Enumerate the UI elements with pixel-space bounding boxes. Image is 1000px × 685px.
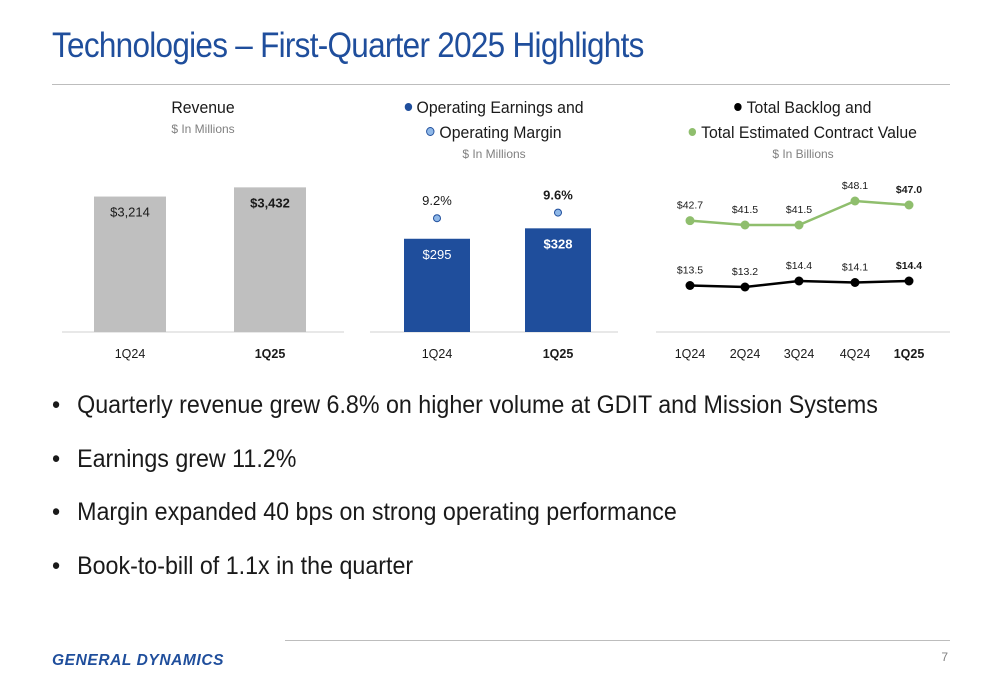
contract-value-value-label: $41.5 <box>786 204 812 216</box>
backlog-x-tick-label: 2Q24 <box>730 347 761 361</box>
page-title: Technologies – First-Quarter 2025 Highli… <box>52 26 644 65</box>
backlog-title-line-2: Total Estimated Contract Value <box>666 120 939 145</box>
revenue-chart-subtitle: $ In Millions <box>171 122 235 136</box>
revenue-chart: Revenue $ In Millions $3,214 1Q24 $3,432 1Q… <box>62 95 344 380</box>
company-logo: GENERAL DYNAMICS <box>52 652 225 669</box>
contract-value-legend-marker <box>689 128 697 136</box>
operating-margin-point <box>554 208 562 217</box>
revenue-chart-header: Revenue $ In Millions <box>62 95 344 138</box>
contract-value-title-text: Total Estimated Contract Value <box>701 123 917 142</box>
highlight-bullet: Margin expanded 40 bps on strong operati… <box>52 497 878 527</box>
backlog-chart-plot: $42.7 $41.5 $41.5 $48.1 $47.0 $13.5 $13.2 $14.4… <box>656 180 950 361</box>
highlights-list: Quarterly revenue grew 6.8% on higher vo… <box>52 390 940 604</box>
contract-value-point <box>794 220 804 230</box>
total-backlog-title-text: Total Backlog and <box>746 98 872 117</box>
page-number: 7 <box>941 650 948 664</box>
backlog-title-line-1: Total Backlog and <box>666 95 939 120</box>
backlog-point <box>685 281 695 290</box>
contract-value-value-label: $41.5 <box>732 204 758 216</box>
backlog-x-tick-label: 4Q24 <box>840 347 871 361</box>
highlight-bullet: Quarterly revenue grew 6.8% on higher vo… <box>52 390 878 420</box>
earnings-x-tick-label: 1Q25 <box>543 347 574 361</box>
backlog-point <box>740 282 750 292</box>
revenue-x-tick-label: 1Q24 <box>115 347 146 361</box>
operating-earnings-chart: Operating Earnings and Operating Margin … <box>370 95 618 380</box>
backlog-value-label: $13.5 <box>677 265 703 277</box>
highlight-bullet: Earnings grew 11.2% <box>52 444 878 474</box>
operating-margin-title-text: Operating Margin <box>439 123 562 142</box>
operating-earnings-bar <box>525 228 591 332</box>
operating-margin-legend-marker <box>426 127 435 136</box>
backlog-chart: Total Backlog and Total Estimated Contra… <box>656 95 950 380</box>
revenue-chart-title: Revenue <box>171 98 235 117</box>
contract-value-point <box>685 216 695 226</box>
backlog-value-label: $13.2 <box>732 266 758 278</box>
contract-value-point <box>904 200 914 210</box>
revenue-bar-label: $3,432 <box>250 195 290 210</box>
footer-rule <box>285 640 950 641</box>
operating-earnings-title-line-2: Operating Margin <box>379 120 610 145</box>
revenue-x-tick-label: 1Q25 <box>255 347 286 361</box>
operating-earnings-bar-label: $328 <box>544 236 573 251</box>
total-backlog-legend-marker <box>734 103 742 111</box>
operating-earnings-chart-plot: $295 1Q24 $328 1Q25 9.2% 9.6% <box>370 188 618 361</box>
contract-value-point <box>740 220 750 230</box>
revenue-chart-plot: $3,214 1Q24 $3,432 1Q25 <box>62 187 344 361</box>
backlog-x-tick-label: 1Q24 <box>675 347 706 361</box>
backlog-chart-header: Total Backlog and Total Estimated Contra… <box>656 95 950 163</box>
backlog-point <box>850 278 860 287</box>
revenue-bar <box>94 196 166 332</box>
operating-margin-label: 9.2% <box>422 193 452 208</box>
revenue-bar <box>234 187 306 332</box>
operating-earnings-title-line-1: Operating Earnings and <box>379 95 610 120</box>
highlight-bullet: Book-to-bill of 1.1x in the quarter <box>52 551 878 581</box>
backlog-point <box>904 276 914 286</box>
operating-earnings-title-text: Operating Earnings and <box>416 98 584 117</box>
backlog-value-label: $14.1 <box>842 262 868 274</box>
backlog-point <box>794 276 804 286</box>
contract-value-point <box>850 196 860 206</box>
operating-earnings-legend-marker <box>404 103 412 111</box>
operating-earnings-chart-header: Operating Earnings and Operating Margin … <box>370 95 618 163</box>
revenue-bar-label: $3,214 <box>110 205 150 220</box>
earnings-x-tick-label: 1Q24 <box>422 347 453 361</box>
backlog-value-label: $14.4 <box>786 260 812 272</box>
operating-earnings-chart-subtitle: $ In Millions <box>462 147 526 161</box>
backlog-value-label: $14.4 <box>896 260 922 272</box>
operating-margin-point <box>433 214 441 223</box>
operating-earnings-bar <box>404 238 470 332</box>
contract-value-value-label: $47.0 <box>896 184 922 196</box>
backlog-x-tick-label: 1Q25 <box>894 347 925 361</box>
header-rule <box>52 84 950 85</box>
operating-earnings-bar-label: $295 <box>423 247 452 262</box>
operating-margin-label: 9.6% <box>543 188 573 203</box>
backlog-chart-subtitle: $ In Billions <box>772 147 834 161</box>
contract-value-value-label: $48.1 <box>842 180 868 192</box>
contract-value-value-label: $42.7 <box>677 200 703 212</box>
backlog-x-tick-label: 3Q24 <box>784 347 815 361</box>
